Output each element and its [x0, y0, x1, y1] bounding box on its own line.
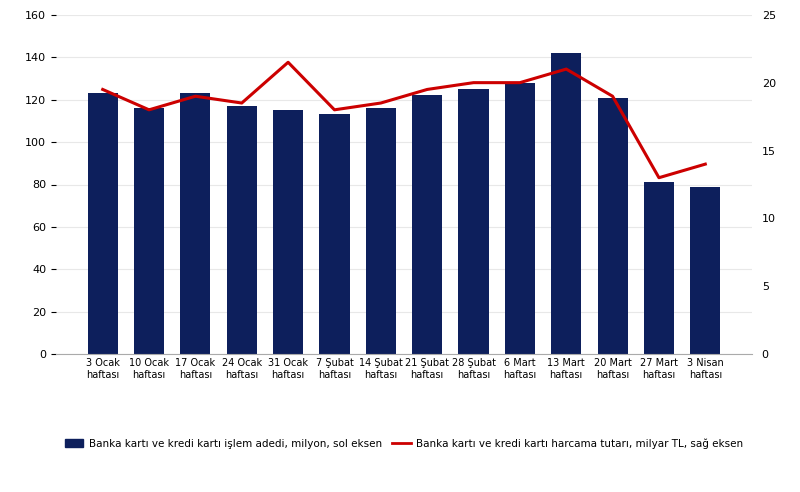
Bar — [226, 106, 257, 354]
Bar — [180, 93, 210, 354]
Bar — [505, 83, 535, 354]
Bar — [412, 95, 442, 354]
Bar — [366, 108, 396, 354]
Bar — [319, 115, 350, 354]
Bar — [134, 108, 164, 354]
Bar — [273, 110, 303, 354]
Bar — [598, 97, 628, 354]
Bar — [551, 53, 582, 354]
Bar — [644, 183, 674, 354]
Bar — [458, 89, 489, 354]
Bar — [88, 93, 118, 354]
Legend: Banka kartı ve kredi kartı işlem adedi, milyon, sol eksen, Banka kartı ve kredi : Banka kartı ve kredi kartı işlem adedi, … — [61, 434, 747, 453]
Bar — [690, 186, 720, 354]
